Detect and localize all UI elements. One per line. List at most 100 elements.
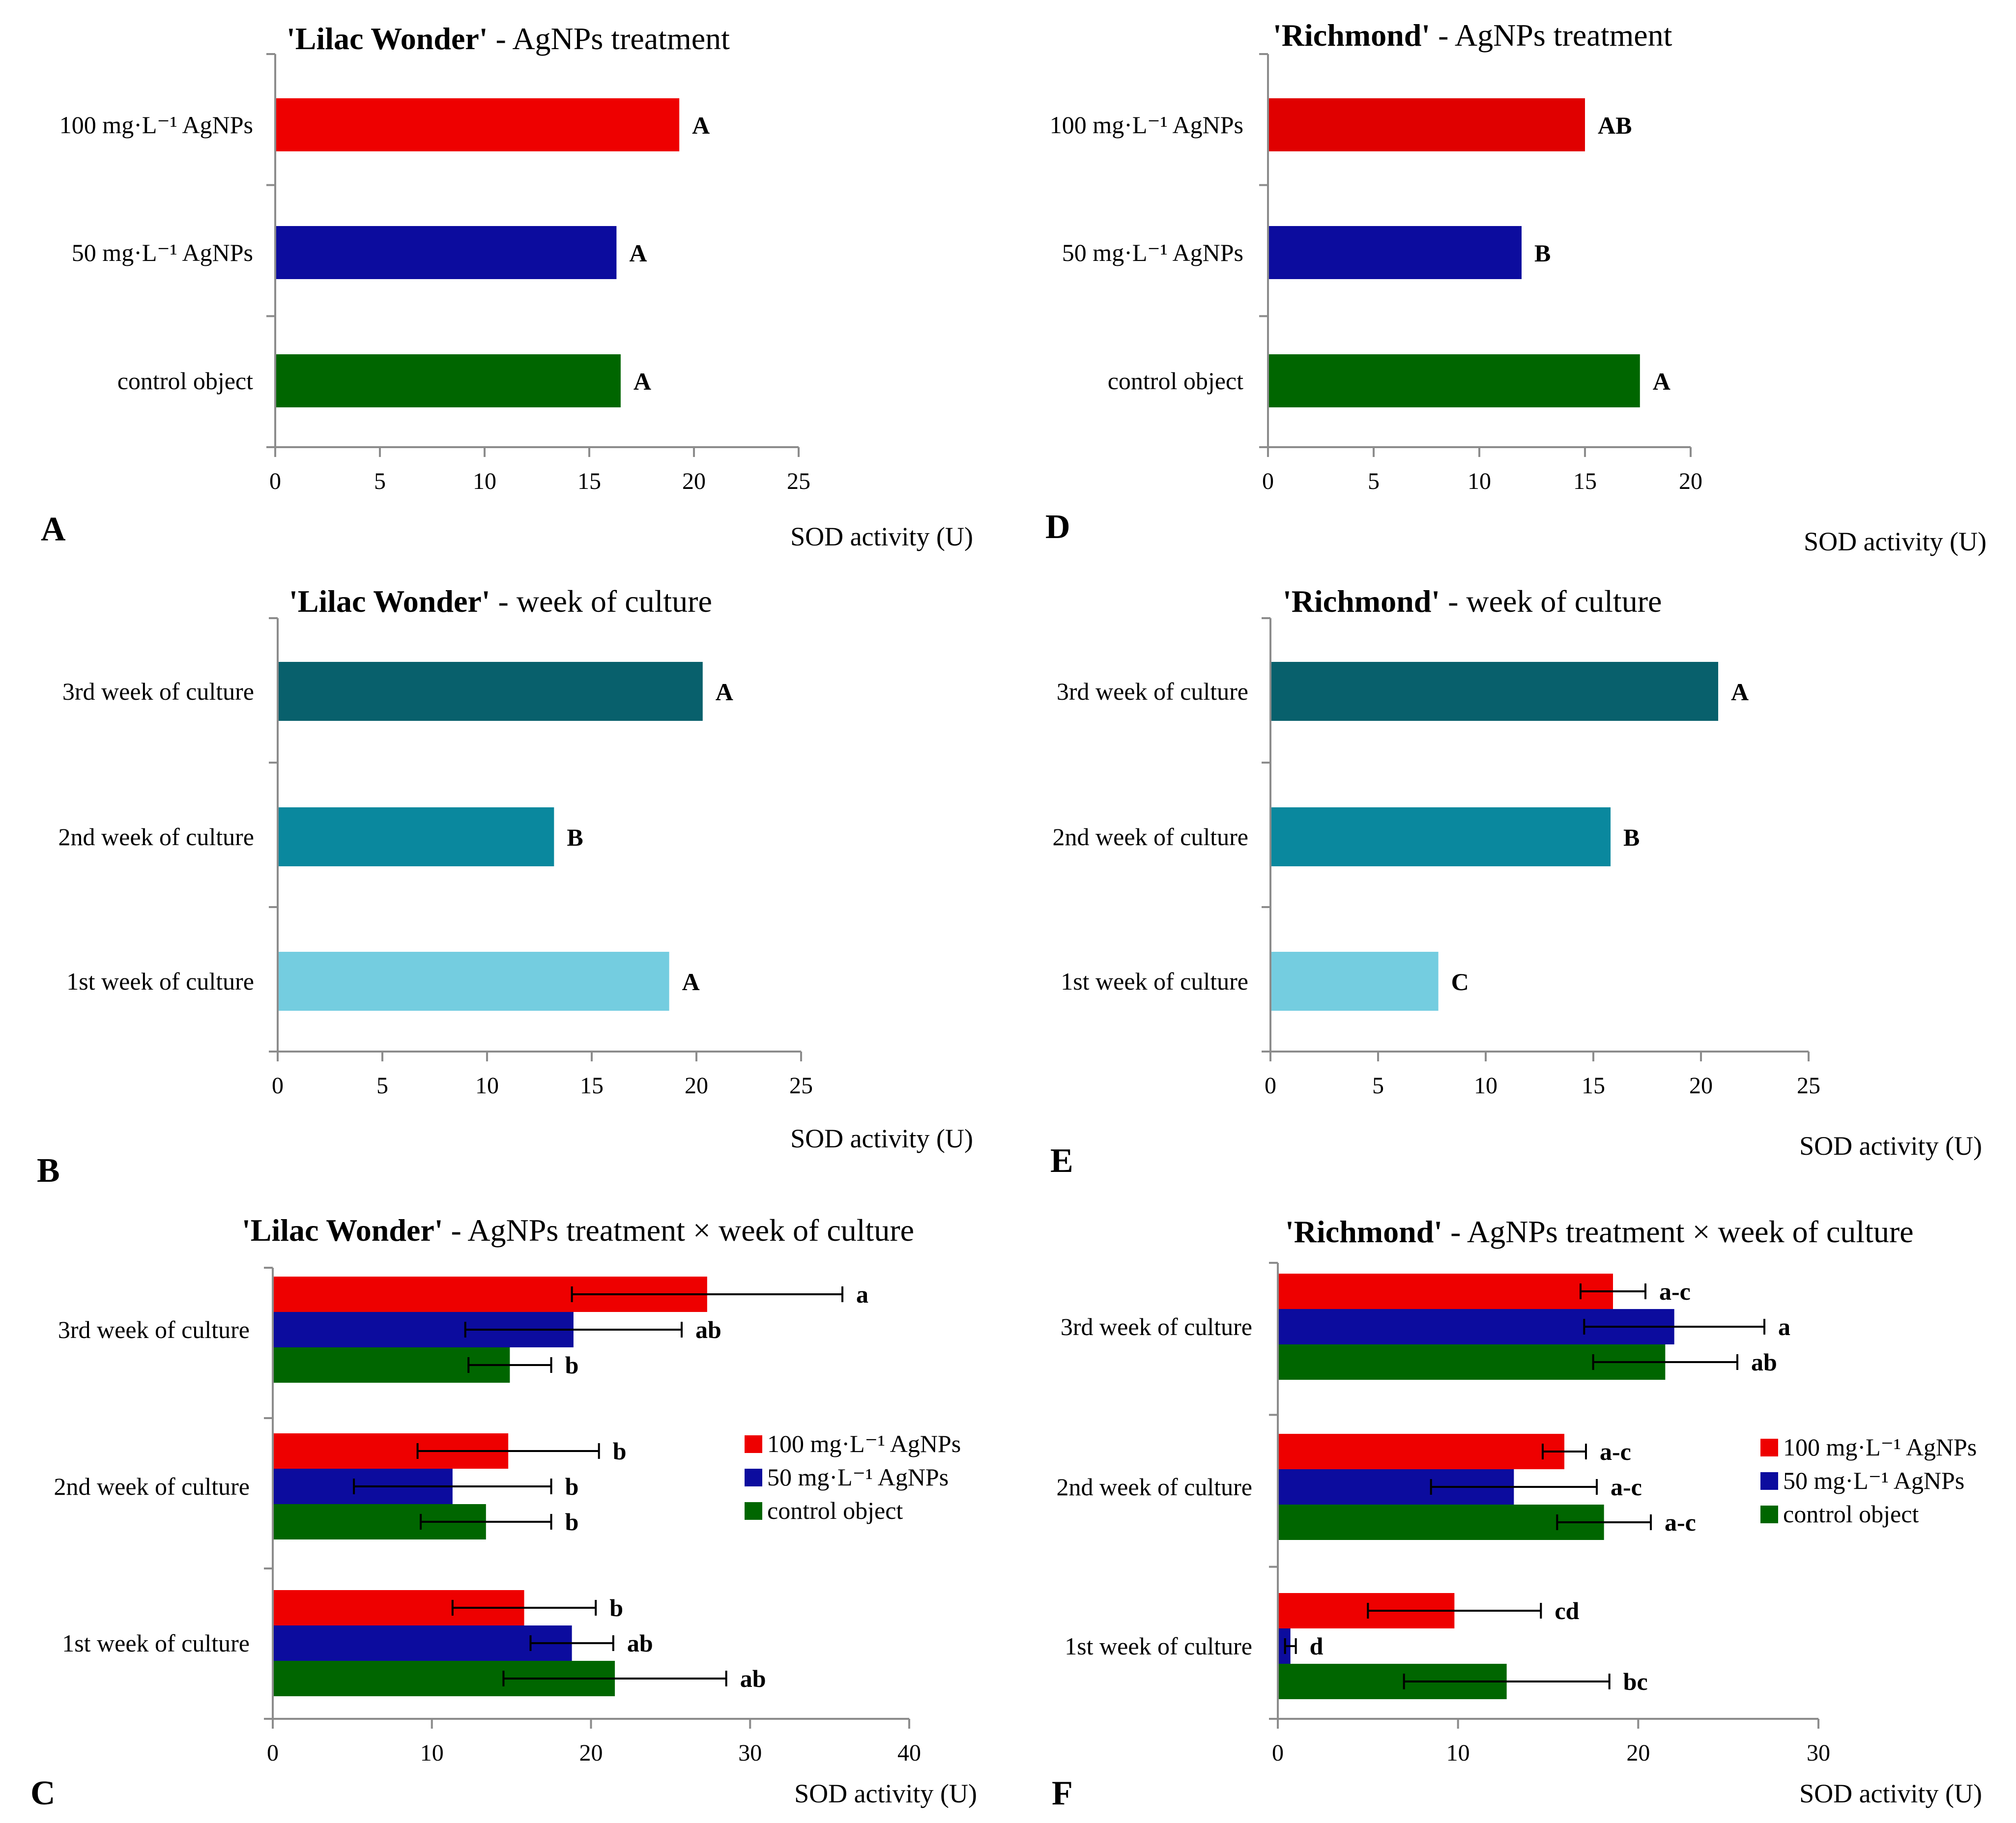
category-label-3rd-week-of-culture: 3rd week of culture [58,1316,250,1343]
x-tick-label: 15 [580,1073,604,1099]
x-axis-label: SOD activity (U) [1804,527,1987,556]
x-tick-label: 20 [1679,468,1702,494]
bar-3rd-week-of-culture [278,662,703,721]
bar-control-object [275,354,621,407]
panel-title: 'Lilac Wonder' - AgNPs treatment × week … [242,1213,914,1248]
significance-label: a-c [1611,1473,1642,1501]
x-tick-label: 10 [1446,1740,1470,1766]
x-tick-label: 5 [1372,1073,1384,1099]
panel-b: 'Lilac Wonder' - week of culture B SOD act… [37,584,973,1190]
legend-entry: 100 mg·L⁻¹ AgNPs [767,1430,961,1457]
x-axis-label: SOD activity (U) [1799,1779,1982,1808]
x-axis-label: SOD activity (U) [790,522,973,551]
panel-title-factor: - week of culture [490,584,712,619]
legend-entry: control object [767,1497,903,1524]
x-tick-label: 20 [1689,1073,1713,1099]
x-tick-label: 10 [420,1740,444,1766]
significance-label: A [634,368,651,395]
significance-label: a [1778,1313,1790,1340]
x-tick-label: 15 [577,468,601,494]
legend-swatch-100-mg-l-agnps [1760,1439,1778,1456]
panel-title-cultivar: 'Richmond' [1283,584,1440,619]
bar-control-object [1268,354,1640,407]
significance-label: B [1623,824,1640,851]
category-label-1st-week-of-culture: 1st week of culture [62,1629,250,1657]
significance-label: b [565,1508,579,1536]
x-tick-label: 15 [1582,1073,1605,1099]
x-tick-label: 0 [1265,1073,1276,1099]
x-tick-label: 25 [1797,1073,1820,1099]
x-tick-label: 10 [473,468,496,494]
legend-entry: 50 mg·L⁻¹ AgNPs [1783,1467,1964,1494]
legend-entry: 100 mg·L⁻¹ AgNPs [1783,1433,1977,1461]
bar-1st-week-of-culture [278,952,669,1011]
x-axis-label: SOD activity (U) [794,1779,977,1808]
significance-label: ab [627,1629,653,1657]
significance-label: B [1534,239,1551,267]
bar-1st-week-of-culture-50-mg-l-agnps [273,1625,572,1661]
bar-2nd-week-of-culture [278,807,554,866]
significance-label: b [609,1594,623,1622]
significance-label: a [856,1281,868,1308]
x-tick-label: 20 [685,1073,708,1099]
category-label-1st-week-of-culture: 1st week of culture [1065,1632,1252,1660]
category-label-3rd-week-of-culture: 3rd week of culture [62,678,254,705]
bar-100-mg-l-agnps [275,98,680,151]
bar-3rd-week-of-culture [1270,662,1719,721]
legend-swatch-control-object [745,1502,762,1520]
x-tick-label: 0 [272,1073,284,1099]
category-label-50-mg-l-agnps: 50 mg·L⁻¹ AgNPs [1062,239,1243,266]
panel-title: 'Richmond' - AgNPs treatment [1273,18,1672,53]
significance-label: a-c [1600,1438,1631,1465]
category-label-3rd-week-of-culture: 3rd week of culture [1057,678,1248,705]
significance-label: ab [740,1665,766,1692]
bar-50-mg-l-agnps [1268,226,1522,279]
significance-label: b [613,1437,627,1465]
panel-title-cultivar: 'Lilac Wonder' [242,1213,443,1248]
panel-title-cultivar: 'Richmond' [1273,18,1430,53]
category-label-control-object: control object [1108,367,1243,395]
x-tick-label: 0 [267,1740,279,1766]
significance-label: A [682,968,700,996]
bar-3rd-week-of-culture-100-mg-l-agnps [1278,1274,1613,1309]
panel-title-cultivar: 'Lilac Wonder' [289,584,490,619]
significance-label: ab [695,1316,721,1343]
x-tick-label: 20 [579,1740,603,1766]
significance-label: B [567,824,583,851]
category-label-1st-week-of-culture: 1st week of culture [66,968,254,995]
category-label-2nd-week-of-culture: 2nd week of culture [58,823,254,851]
bar-1st-week-of-culture [1270,952,1439,1011]
panel-e: 'Richmond' - week of culture E SOD activit… [1050,584,1982,1180]
x-tick-label: 0 [1272,1740,1284,1766]
significance-label: A [1731,678,1749,706]
x-tick-label: 5 [1368,468,1380,494]
panel-title: 'Richmond' - AgNPs treatment × week of c… [1285,1214,1914,1249]
significance-label: cd [1555,1597,1579,1624]
significance-label: A [716,678,733,706]
category-label-3rd-week-of-culture: 3rd week of culture [1061,1313,1252,1340]
significance-label: C [1451,968,1469,996]
panel-letter: A [41,511,66,548]
x-tick-label: 5 [376,1073,388,1099]
legend-swatch-100-mg-l-agnps [745,1435,762,1453]
x-tick-label: 5 [374,468,386,494]
bar-2nd-week-of-culture-100-mg-l-agnps [1278,1434,1564,1469]
category-label-100-mg-l-agnps: 100 mg·L⁻¹ AgNPs [1050,111,1243,139]
panel-letter: C [30,1774,56,1812]
significance-label: A [1653,368,1670,395]
panel-c: 'Lilac Wonder' - AgNPs treatment × week … [30,1213,977,1812]
significance-label: a-c [1659,1278,1691,1305]
bar-2nd-week-of-culture-control-object [1278,1505,1604,1540]
panel-letter: E [1050,1142,1073,1180]
significance-label: A [629,239,647,267]
significance-label: a-c [1665,1509,1696,1536]
panel-a: 'Lilac Wonder' - AgNPs treatment A SOD act… [41,21,973,551]
x-tick-label: 0 [269,468,281,494]
category-label-control-object: control object [117,367,253,395]
legend-swatch-50-mg-l-agnps [745,1469,762,1486]
legend-swatch-50-mg-l-agnps [1760,1472,1778,1490]
x-tick-label: 10 [1468,468,1491,494]
category-label-2nd-week-of-culture: 2nd week of culture [54,1473,250,1500]
x-axis-label: SOD activity (U) [1799,1131,1982,1161]
